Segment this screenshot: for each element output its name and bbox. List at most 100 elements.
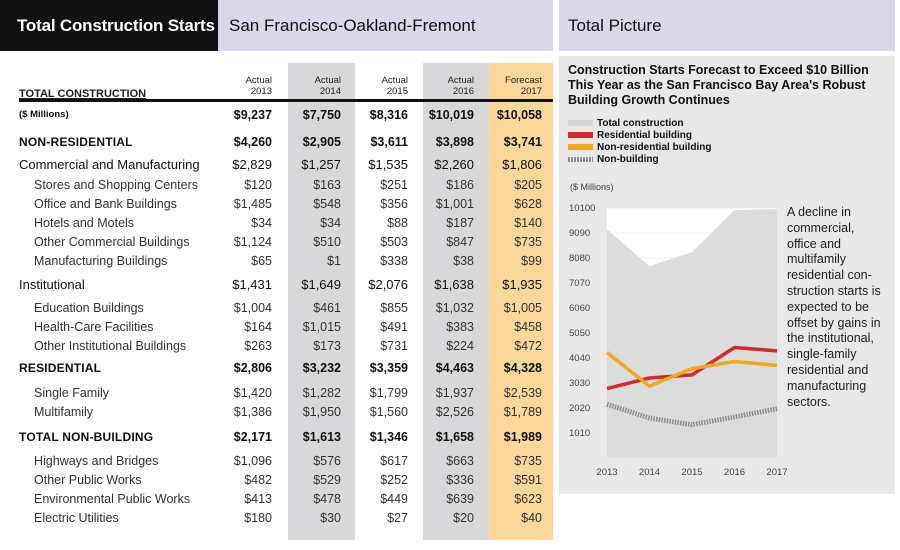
row-value: $449 [380, 492, 408, 506]
row-value: $1,806 [502, 157, 542, 172]
row-value: $735 [514, 235, 542, 249]
row-value: $20 [453, 511, 474, 525]
row-value: $4,260 [233, 135, 272, 149]
col-shade-2017-forecast [489, 63, 553, 540]
chart-annotation: A decline in commercial, office and mult… [787, 205, 881, 409]
row-value: $1,032 [435, 301, 474, 315]
legend-label: Total construction [597, 117, 684, 129]
row-value: $10,019 [428, 108, 474, 122]
row-value: $34 [251, 216, 272, 230]
row-value: $2,905 [302, 135, 341, 149]
row-value: $1,485 [233, 197, 272, 211]
row-value: $1,257 [301, 157, 341, 172]
row-value: $1,649 [301, 277, 341, 292]
row-label: Other Public Works [34, 473, 142, 487]
row-value: $1,935 [502, 277, 542, 292]
row-value: $2,829 [232, 157, 272, 172]
row-value: $164 [244, 320, 272, 334]
row-label: RESIDENTIAL [19, 361, 102, 375]
row-value: $1,282 [302, 386, 341, 400]
row-value: $9,237 [233, 108, 272, 122]
legend-swatch [568, 132, 593, 138]
row-value: $503 [380, 235, 408, 249]
row-value: $2,539 [503, 386, 542, 400]
legend-item: Total construction [568, 117, 711, 129]
column-year: 2013 [250, 86, 272, 97]
col-shade-2014 [288, 63, 355, 540]
row-label: Hotels and Motels [34, 216, 135, 230]
legend-swatch [568, 120, 593, 126]
row-value: $1 [327, 254, 341, 268]
row-value: $186 [446, 178, 474, 192]
row-value: $4,463 [435, 361, 474, 375]
row-label: Institutional [19, 277, 85, 292]
row-value: $413 [244, 492, 272, 506]
row-value: $1,420 [233, 386, 272, 400]
row-label: Stores and Shopping Centers [34, 178, 198, 192]
column-header-4: Forecast 2017 [482, 75, 542, 97]
legend-swatch [568, 144, 593, 150]
row-value: $1,015 [302, 320, 341, 334]
row-label: Other Institutional Buildings [34, 339, 187, 353]
row-value: $1,638 [434, 277, 474, 292]
row-value: $40 [521, 511, 542, 525]
row-label: Environmental Public Works [34, 492, 191, 506]
column-header-1: Actual 2014 [281, 75, 341, 97]
row-value: $2,806 [233, 361, 272, 375]
row-value: $1,989 [503, 430, 542, 444]
row-value: $140 [514, 216, 542, 230]
row-value: $472 [514, 339, 542, 353]
row-value: $576 [313, 454, 341, 468]
row-value: $663 [446, 454, 474, 468]
column-year: 2014 [319, 86, 341, 97]
row-value: $623 [514, 492, 542, 506]
chart-legend: Total construction Residential building No… [568, 117, 711, 165]
row-value: $1,950 [302, 405, 341, 419]
region-title: San Francisco-Oakland-Fremont [218, 0, 553, 51]
legend-item: Non-residential building [568, 141, 711, 153]
row-label: Highways and Bridges [34, 454, 159, 468]
row-value: $10,058 [496, 108, 542, 122]
column-header-3: Actual 2016 [414, 75, 474, 97]
row-value: $491 [380, 320, 408, 334]
row-value: $224 [446, 339, 474, 353]
row-label: Other Commercial Buildings [34, 235, 190, 249]
row-value: $1,096 [233, 454, 272, 468]
row-label: NON-RESIDENTIAL [19, 135, 133, 149]
row-value: $1,937 [435, 386, 474, 400]
row-label: Single Family [34, 386, 110, 400]
row-value: $1,346 [369, 430, 408, 444]
row-value: $847 [446, 235, 474, 249]
row-value: $1,386 [233, 405, 272, 419]
row-value: $263 [244, 339, 272, 353]
chart-panel-title: Total Picture [559, 0, 895, 51]
row-label: TOTAL NON-BUILDING [19, 430, 154, 444]
row-label: Health-Care Facilities [34, 320, 154, 334]
row-value: $65 [251, 254, 272, 268]
row-value: $336 [446, 473, 474, 487]
column-status: Forecast [505, 75, 542, 86]
row-value: $99 [521, 254, 542, 268]
legend-swatch [568, 156, 593, 162]
row-label: ($ Millions) [19, 109, 69, 120]
row-value: $180 [244, 511, 272, 525]
row-value: $1,005 [503, 301, 542, 315]
header-rule [19, 99, 553, 102]
legend-item: Non-building [568, 153, 711, 165]
row-label: Office and Bank Buildings [34, 197, 177, 211]
column-status: Actual [381, 75, 408, 86]
legend-label: Residential building [597, 129, 693, 141]
row-value: $2,171 [233, 430, 272, 444]
row-value: $163 [313, 178, 341, 192]
row-value: $1,535 [368, 157, 408, 172]
row-label: Education Buildings [34, 301, 144, 315]
row-value: $1,431 [232, 277, 272, 292]
row-label: Manufacturing Buildings [34, 254, 168, 268]
row-value: $120 [244, 178, 272, 192]
row-value: $8,316 [369, 108, 408, 122]
row-value: $639 [446, 492, 474, 506]
row-value: $3,232 [302, 361, 341, 375]
row-value: $1,789 [503, 405, 542, 419]
row-label: Commercial and Manufacturing [19, 157, 200, 172]
row-value: $3,898 [435, 135, 474, 149]
